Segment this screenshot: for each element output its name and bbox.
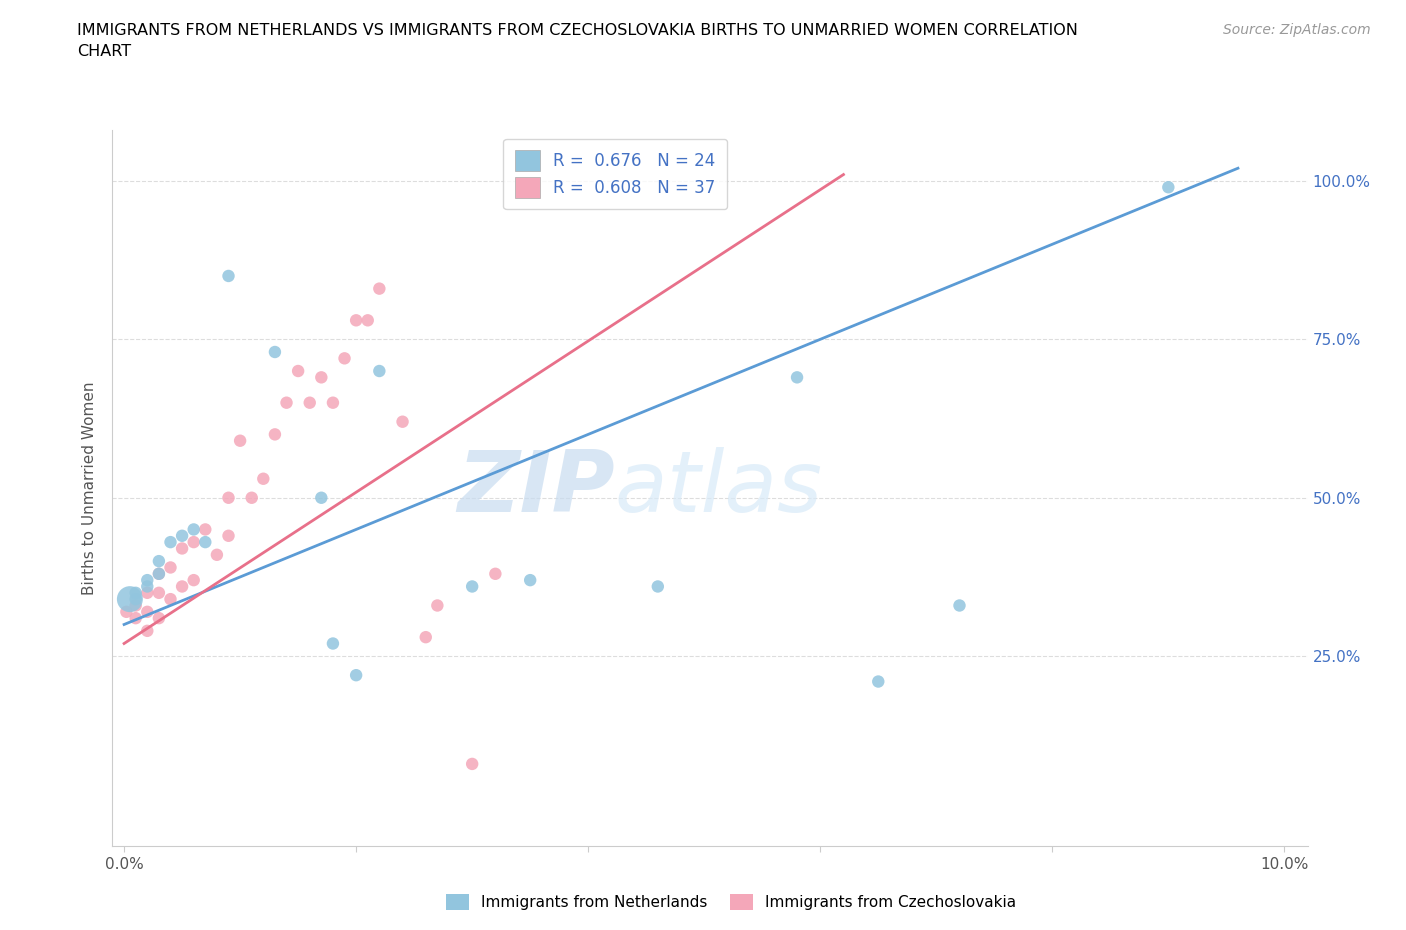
Text: ZIP: ZIP <box>457 446 614 530</box>
Text: Source: ZipAtlas.com: Source: ZipAtlas.com <box>1223 23 1371 37</box>
Point <box>125 611 148 626</box>
Point <box>415 630 437 644</box>
Point <box>333 351 356 365</box>
Point <box>868 674 890 689</box>
Point <box>205 548 228 563</box>
Point <box>172 528 194 543</box>
Point <box>218 528 240 543</box>
Point <box>159 535 181 550</box>
Point <box>948 598 970 613</box>
Text: atlas: atlas <box>614 446 823 530</box>
Legend: R =  0.676   N = 24, R =  0.608   N = 37: R = 0.676 N = 24, R = 0.608 N = 37 <box>503 139 727 209</box>
Point <box>194 535 217 550</box>
Point <box>287 364 309 379</box>
Point <box>368 364 391 379</box>
Legend: Immigrants from Netherlands, Immigrants from Czechoslovakia: Immigrants from Netherlands, Immigrants … <box>439 886 1024 918</box>
Point <box>218 269 240 284</box>
Point <box>172 541 194 556</box>
Point <box>786 370 808 385</box>
Point <box>298 395 321 410</box>
Point <box>136 573 159 588</box>
Point <box>183 535 205 550</box>
Point <box>322 395 344 410</box>
Point <box>311 370 333 385</box>
Y-axis label: Births to Unmarried Women: Births to Unmarried Women <box>82 381 97 595</box>
Point <box>647 579 669 594</box>
Point <box>159 591 181 606</box>
Point <box>183 573 205 588</box>
Point <box>519 573 541 588</box>
Point <box>159 560 181 575</box>
Point <box>322 636 344 651</box>
Point <box>136 585 159 600</box>
Point <box>368 281 391 296</box>
Point <box>125 585 148 600</box>
Point <box>136 623 159 638</box>
Point <box>252 472 274 486</box>
Point <box>148 553 170 568</box>
Point <box>148 611 170 626</box>
Point <box>344 312 367 327</box>
Point <box>194 522 217 537</box>
Point <box>115 604 138 619</box>
Point <box>125 591 148 606</box>
Point <box>136 579 159 594</box>
Point <box>484 566 506 581</box>
Point <box>311 490 333 505</box>
Point <box>125 598 148 613</box>
Point <box>172 579 194 594</box>
Point <box>229 433 252 448</box>
Point <box>118 591 141 606</box>
Point <box>344 668 367 683</box>
Point <box>1157 179 1180 194</box>
Point <box>148 566 170 581</box>
Point <box>240 490 263 505</box>
Point <box>391 414 413 429</box>
Point <box>264 344 287 359</box>
Point <box>264 427 287 442</box>
Point <box>357 312 380 327</box>
Point <box>426 598 449 613</box>
Point <box>136 604 159 619</box>
Point <box>183 522 205 537</box>
Point <box>218 490 240 505</box>
Point <box>461 579 484 594</box>
Text: IMMIGRANTS FROM NETHERLANDS VS IMMIGRANTS FROM CZECHOSLOVAKIA BIRTHS TO UNMARRIE: IMMIGRANTS FROM NETHERLANDS VS IMMIGRANT… <box>77 23 1078 60</box>
Point <box>461 756 484 771</box>
Point <box>148 566 170 581</box>
Point <box>148 585 170 600</box>
Point <box>276 395 298 410</box>
